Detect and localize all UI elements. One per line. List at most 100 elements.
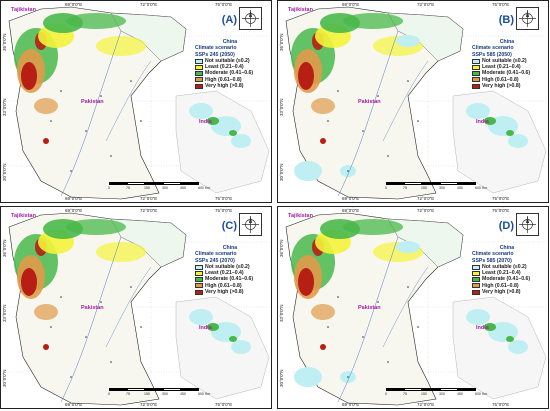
- legend-scenario: SSPs 245 (2070): [195, 257, 235, 264]
- legend-scenario: SSPs 585 (2070): [472, 257, 512, 264]
- coord-bottom: 72°0'0"E: [140, 402, 158, 407]
- panel-letter: (A): [221, 14, 237, 26]
- coord-left: 36°0'0"N: [2, 33, 7, 51]
- scale-segment: [422, 388, 440, 391]
- legend-label: High (0.61–0.8): [205, 282, 242, 289]
- coord-top: 72°0'0"E: [417, 2, 435, 7]
- label-tajikistan: Tajikistan: [11, 7, 36, 13]
- legend-label: High (0.61–0.8): [205, 76, 242, 83]
- map-panel-1: Tajikistan Pakistan India (A) China Clim…: [0, 0, 273, 204]
- legend-item: High (0.61–0.8): [195, 283, 265, 289]
- scale-tick: 300: [162, 186, 168, 190]
- scale-tick: 450: [180, 392, 186, 396]
- legend-label: Very high (>0.8): [482, 289, 521, 296]
- legend-swatch: [195, 283, 203, 289]
- scale-tick: 75: [403, 392, 407, 396]
- coord-top: 72°0'0"E: [417, 208, 435, 213]
- legend: China Climate scenario SSPs 245 (2050) N…: [195, 39, 265, 89]
- legend-item: Very high (>0.8): [195, 289, 265, 295]
- scale-tick: 600: [198, 392, 204, 396]
- scale-bar: 0 75 150 300 450 600 Km: [108, 182, 217, 192]
- scale-tick: 0: [108, 392, 110, 396]
- coord-bottom: 75°0'0"E: [492, 196, 510, 201]
- legend-label: Very high (>0.8): [205, 83, 244, 90]
- scale-segment: [163, 182, 181, 185]
- legend-label: Moderate (0.41–0.6): [205, 276, 254, 283]
- coord-left: 30°0'0"N: [279, 163, 284, 181]
- scale-bar: 0 75 150 300 450 600 Km: [108, 388, 217, 398]
- panel-letter: (C): [221, 220, 237, 232]
- label-india: India: [476, 119, 489, 125]
- suitability-map: [1, 1, 271, 202]
- north-arrow-icon: [516, 213, 539, 236]
- legend-label: Least (0.21–0.4): [205, 270, 244, 277]
- scale-tick: 150: [421, 186, 427, 190]
- coord-left: 36°0'0"N: [279, 33, 284, 51]
- scale-segment: [127, 388, 145, 391]
- coord-left: 33°0'0"N: [279, 98, 284, 116]
- scale-segment: [145, 182, 163, 185]
- suitability-map: [1, 207, 271, 408]
- scale-tick: 600: [475, 186, 481, 190]
- legend-item: Least (0.21–0.4): [195, 270, 265, 276]
- coord-bottom: 69°0'0"E: [65, 196, 83, 201]
- legend-swatch: [195, 277, 203, 283]
- legend-label: Least (0.21–0.4): [482, 64, 521, 71]
- legend-swatch: [472, 283, 480, 289]
- scale-segment: [422, 182, 440, 185]
- legend: China Climate scenario SSPs 585 (2070) N…: [472, 245, 542, 295]
- legend-item: Moderate (0.41–0.6): [195, 70, 265, 76]
- label-pakistan: Pakistan: [81, 305, 104, 311]
- scale-tick: 450: [457, 392, 463, 396]
- legend-title: Climate scenario: [472, 45, 514, 52]
- scale-segment: [163, 388, 181, 391]
- scale-tick: 300: [439, 392, 445, 396]
- scale-tick: 0: [108, 186, 110, 190]
- legend-country: China: [222, 245, 238, 251]
- scale-tick: 300: [439, 186, 445, 190]
- coord-top: 69°0'0"E: [65, 208, 83, 213]
- label-tajikistan: Tajikistan: [288, 7, 313, 13]
- legend-scenario: SSPs 245 (2050): [195, 51, 235, 58]
- legend-swatch: [195, 58, 203, 64]
- scale-segment: [386, 182, 404, 185]
- scale-tick: 0: [385, 392, 387, 396]
- scale-unit: Km: [482, 392, 488, 396]
- panel-letter: (D): [498, 220, 514, 232]
- legend-item: Not suitable (≤0.2): [472, 264, 542, 270]
- legend-item: Least (0.21–0.4): [472, 64, 542, 70]
- legend-label: Not suitable (≤0.2): [205, 263, 250, 270]
- coord-left: 36°0'0"N: [2, 239, 7, 257]
- scale-unit: Km: [205, 392, 211, 396]
- panel-letter: (B): [498, 14, 514, 26]
- legend-item: Moderate (0.41–0.6): [195, 276, 265, 282]
- map-frame: Tajikistan Pakistan India (B) China Clim…: [277, 0, 549, 203]
- coord-bottom: 69°0'0"E: [342, 196, 360, 201]
- suitability-map: [278, 1, 548, 202]
- legend-item: Not suitable (≤0.2): [472, 58, 542, 64]
- legend-swatch: [472, 64, 480, 70]
- legend-item: Moderate (0.41–0.6): [472, 276, 542, 282]
- label-tajikistan: Tajikistan: [11, 213, 36, 219]
- legend-item: High (0.61–0.8): [195, 77, 265, 83]
- scale-segment: [404, 388, 422, 391]
- legend-label: Not suitable (≤0.2): [482, 263, 527, 270]
- scale-tick: 600: [198, 186, 204, 190]
- legend-item: Very high (>0.8): [472, 289, 542, 295]
- legend-swatch: [472, 83, 480, 89]
- coord-top: 75°0'0"E: [215, 2, 233, 7]
- north-arrow-icon: [516, 7, 539, 30]
- coord-top: 69°0'0"E: [342, 2, 360, 7]
- legend-title: Climate scenario: [472, 251, 514, 258]
- coord-top: 72°0'0"E: [140, 2, 158, 7]
- coord-left: 33°0'0"N: [279, 304, 284, 322]
- map-panel-4: Tajikistan Pakistan India (D) China Clim…: [277, 206, 550, 410]
- scale-segment: [440, 388, 458, 391]
- legend-swatch: [472, 264, 480, 270]
- coord-bottom: 72°0'0"E: [417, 196, 435, 201]
- scale-segment: [109, 182, 127, 185]
- scale-segment: [127, 182, 145, 185]
- coord-top: 69°0'0"E: [65, 2, 83, 7]
- scale-tick: 300: [162, 392, 168, 396]
- legend-swatch: [472, 277, 480, 283]
